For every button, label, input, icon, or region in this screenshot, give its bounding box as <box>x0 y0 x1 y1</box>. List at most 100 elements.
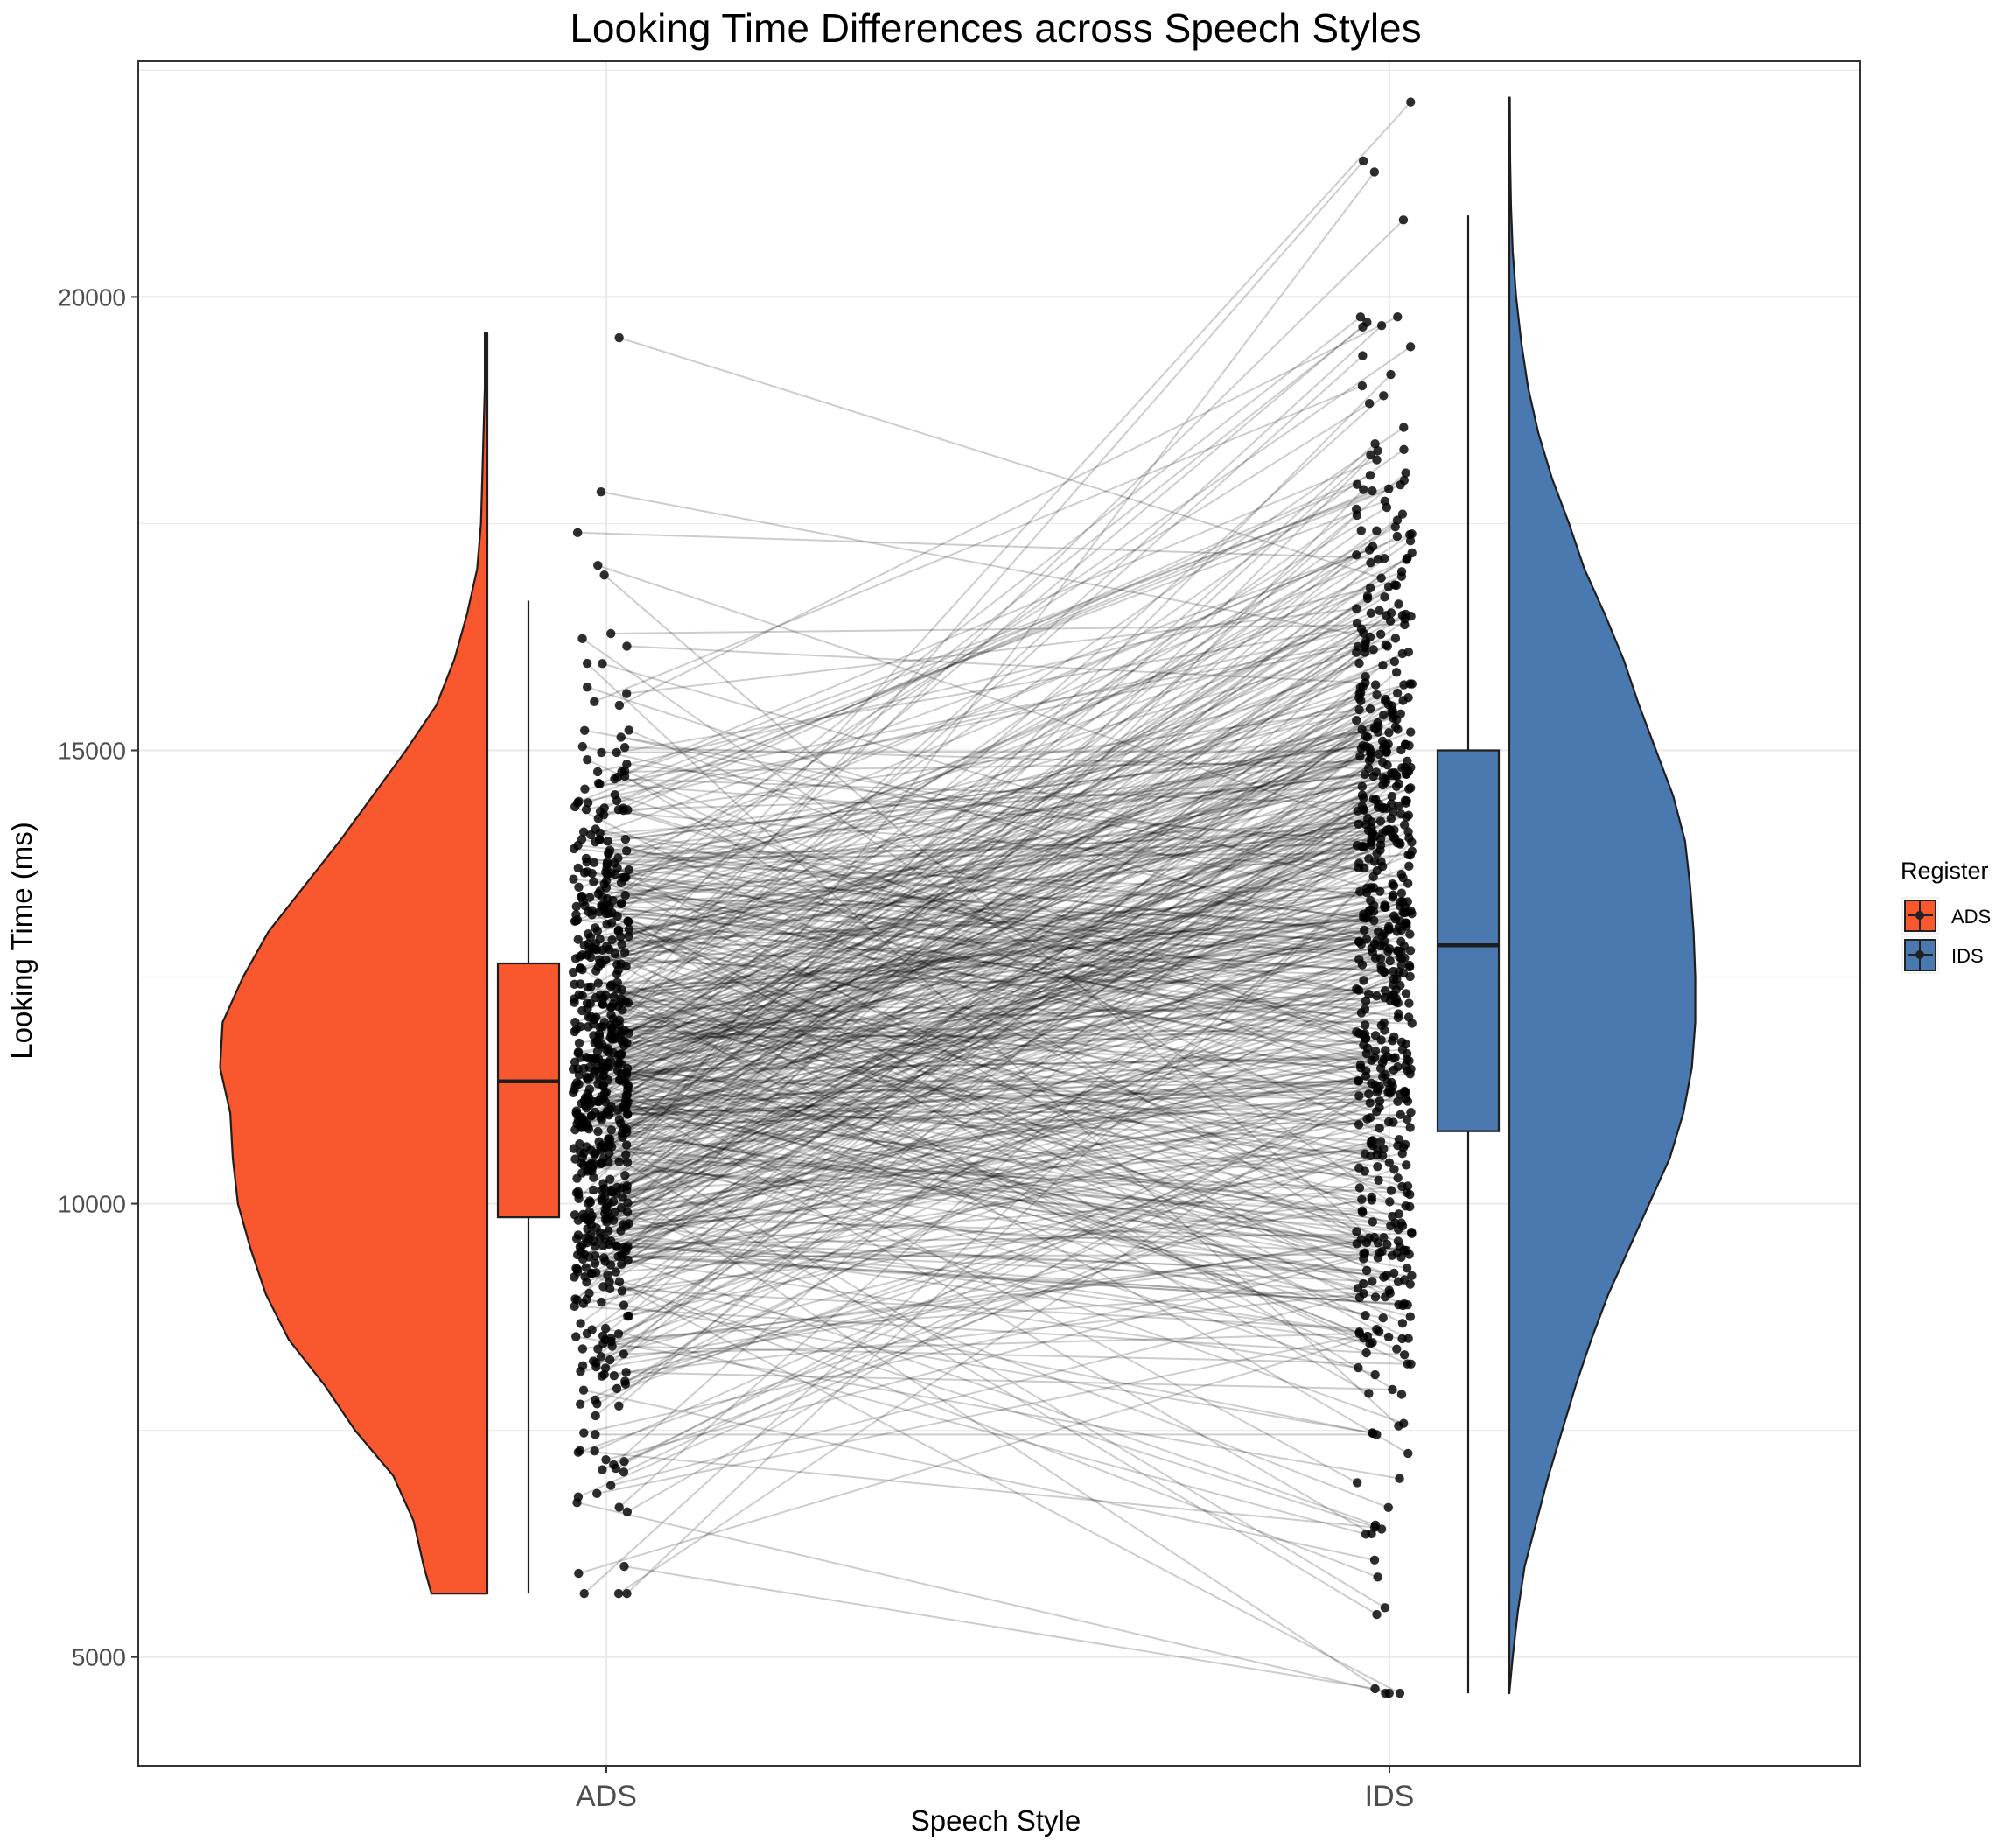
data-point-ids <box>1368 872 1378 882</box>
paired-line <box>578 531 1385 560</box>
paired-line <box>619 831 1374 1508</box>
data-point-ids <box>1389 966 1398 976</box>
data-point-ads <box>582 950 592 960</box>
paired-line <box>605 1116 1371 1240</box>
data-point-ads <box>592 1223 601 1233</box>
paired-line <box>625 1118 1408 1382</box>
paired-line <box>574 699 1404 1300</box>
data-point-ids <box>1403 1096 1413 1106</box>
paired-line <box>623 1104 1411 1318</box>
violins <box>219 96 1697 1695</box>
data-point-ads <box>597 1297 606 1307</box>
data-point-ads <box>579 1588 589 1599</box>
paired-line <box>588 900 1408 945</box>
data-point-ads <box>608 895 618 906</box>
data-point-ids <box>1392 1344 1402 1354</box>
data-point-ads <box>598 1331 608 1340</box>
data-point-ads <box>582 857 592 867</box>
paired-line <box>586 769 1408 864</box>
paired-line <box>626 540 1411 1096</box>
paired-line <box>598 1100 1362 1212</box>
data-point-ads <box>612 1383 622 1394</box>
y-tick-label: 5000 <box>72 1644 126 1671</box>
data-point-ads <box>606 628 616 639</box>
paired-line <box>603 1074 1358 1484</box>
paired-line <box>611 941 1360 1191</box>
data-point-ids <box>1376 321 1387 331</box>
paired-line <box>587 1228 1403 1340</box>
data-point-ads <box>588 1185 598 1195</box>
data-point-ids <box>1359 793 1368 803</box>
paired-line <box>589 829 1395 1167</box>
data-point-ids <box>1368 1217 1378 1227</box>
data-point-ids <box>1379 1232 1389 1242</box>
data-point-ids <box>1403 1181 1413 1191</box>
paired-line <box>623 651 1366 1306</box>
paired-line <box>626 549 1370 852</box>
data-point-ads <box>573 1492 584 1502</box>
paired-line <box>595 828 1369 996</box>
paired-line <box>574 575 1403 922</box>
data-point-ids <box>1376 816 1386 826</box>
data-point-ids <box>1396 888 1407 898</box>
paired-line <box>626 912 1405 1252</box>
data-point-ids <box>1357 381 1368 391</box>
paired-line <box>602 671 1397 1337</box>
paired-line <box>606 923 1390 1123</box>
paired-line <box>602 836 1395 899</box>
paired-line <box>626 607 1357 695</box>
paired-line <box>591 808 1383 1226</box>
data-point-ids <box>1361 996 1371 1006</box>
data-point-ids <box>1375 1102 1384 1112</box>
data-point-ads <box>596 1352 606 1362</box>
data-point-ids <box>1401 798 1411 808</box>
y-axis-title: Looking Time (ms) <box>5 822 38 1059</box>
data-point-ids <box>1383 1502 1393 1512</box>
paired-line <box>594 794 1363 1044</box>
data-point-ids <box>1405 1189 1415 1200</box>
paired-line <box>627 1088 1382 1253</box>
paired-line <box>611 728 1376 874</box>
data-point-ads <box>619 1349 628 1359</box>
paired-line <box>626 483 1358 811</box>
data-point-ids <box>1407 1270 1417 1280</box>
data-point-ads <box>620 1376 630 1386</box>
paired-line <box>626 806 1379 1248</box>
paired-line <box>577 1270 1382 1530</box>
box-ids <box>1436 749 1501 1132</box>
paired-line <box>586 759 1406 1145</box>
paired-line <box>582 751 1388 1246</box>
data-point-ids <box>1385 956 1395 966</box>
paired-line <box>589 920 1375 1090</box>
data-point-ids <box>1363 913 1373 922</box>
paired-line <box>627 1259 1376 1526</box>
paired-line <box>612 584 1397 1020</box>
data-point-ads <box>577 834 587 844</box>
data-point-ids <box>1381 694 1390 704</box>
paired-line <box>579 816 1407 958</box>
paired-line <box>609 817 1392 1283</box>
paired-line <box>606 917 1367 997</box>
paired-line <box>584 841 1413 1594</box>
paired-line <box>601 822 1367 1071</box>
paired-line <box>617 904 1385 1188</box>
paired-line <box>598 770 1410 969</box>
paired-line <box>579 1143 1404 1227</box>
paired-line <box>600 1035 1395 1148</box>
data-point-ids <box>1402 1160 1411 1170</box>
data-point-ids <box>1359 485 1368 494</box>
paired-line <box>592 909 1404 1149</box>
paired-line <box>591 603 1400 1117</box>
data-point-ads <box>614 1502 624 1512</box>
data-point-ads <box>594 1029 605 1039</box>
paired-line <box>581 638 1390 1203</box>
data-point-ads <box>621 1368 631 1377</box>
paired-line <box>612 1345 1411 1365</box>
paired-line <box>624 1093 1369 1463</box>
paired-line <box>579 1089 1405 1118</box>
data-point-ads <box>617 1259 626 1269</box>
paired-line <box>606 1074 1367 1220</box>
paired-line <box>600 810 1377 872</box>
data-point-ids <box>1369 167 1380 177</box>
